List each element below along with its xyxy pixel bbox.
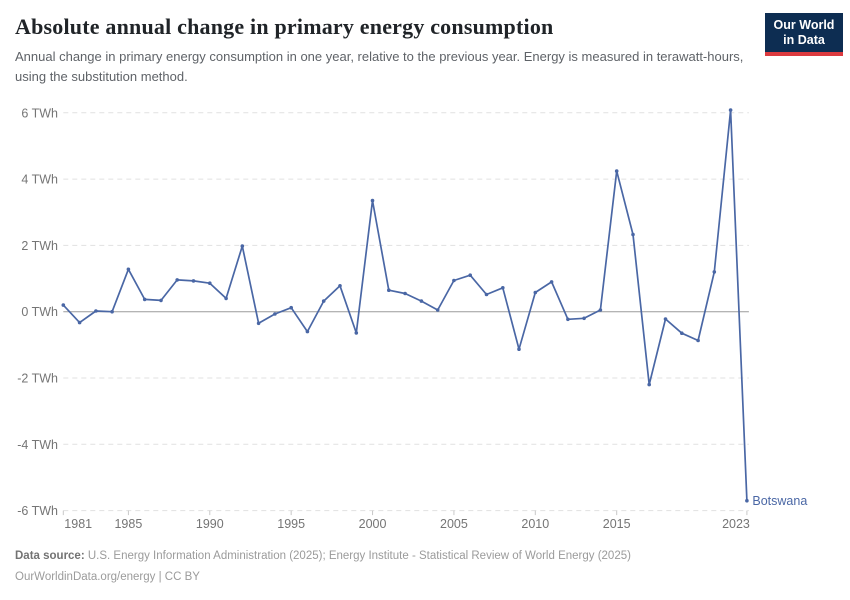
y-axis-label: 2 TWh [21,239,58,253]
data-point-marker[interactable] [240,244,245,248]
data-point-marker[interactable] [435,308,440,312]
owid-logo-line2: in Data [783,33,825,47]
data-point-marker[interactable] [208,281,212,286]
y-axis-label: 4 TWh [21,173,58,187]
data-point-marker[interactable] [403,291,407,296]
data-point-marker[interactable] [647,382,651,387]
data-point-marker[interactable] [745,498,749,503]
data-point-marker[interactable] [501,286,505,290]
data-point-marker[interactable] [549,280,554,284]
data-point-marker[interactable] [77,320,82,325]
data-point-marker[interactable] [696,338,700,343]
data-point-marker[interactable] [712,270,717,274]
data-point-marker[interactable] [191,279,196,283]
data-point-marker[interactable] [517,347,521,352]
data-source-label: Data source: [15,550,85,562]
data-point-marker[interactable] [387,288,391,293]
chart-subtitle: Annual change in primary energy consumpt… [15,49,744,85]
chart-title: Absolute annual change in primary energy… [15,14,554,39]
data-point-marker[interactable] [663,317,668,321]
data-point-marker[interactable] [533,290,538,295]
data-point-marker[interactable] [175,278,179,282]
x-axis-label: 2010 [521,517,549,531]
data-point-marker[interactable] [680,331,684,336]
data-point-marker[interactable] [566,317,570,322]
data-source-text: U.S. Energy Information Administration (… [84,550,631,562]
x-axis-label: 2015 [603,517,631,531]
data-point-marker[interactable] [94,309,98,313]
data-point-marker[interactable] [370,198,375,203]
data-point-marker[interactable] [598,308,603,312]
y-axis-label: 6 TWh [21,106,58,120]
license-line[interactable]: OurWorldinData.org/energy | CC BY [15,570,200,583]
x-axis-label: 2023 [722,517,750,531]
data-point-marker[interactable] [224,296,228,301]
data-point-marker[interactable] [452,278,456,283]
x-axis-label: 1981 [64,517,92,531]
data-point-marker[interactable] [256,321,261,326]
x-axis-label: 2000 [359,517,387,531]
data-point-marker[interactable] [61,303,66,307]
y-axis-label: -2 TWh [17,372,58,386]
data-point-marker[interactable] [728,108,733,112]
data-point-marker[interactable] [273,312,277,316]
data-point-marker[interactable] [419,299,424,303]
data-point-marker[interactable] [468,273,473,278]
y-axis-label: -4 TWh [17,438,58,452]
x-axis-label: 1985 [114,517,142,531]
data-point-marker[interactable] [484,292,489,297]
owid-logo[interactable]: Our World in Data [765,13,843,56]
owid-logo-line1: Our World [773,18,835,32]
data-point-marker[interactable] [126,267,131,272]
data-point-marker[interactable] [142,297,147,302]
data-point-marker[interactable] [582,316,586,321]
y-axis-label: -6 TWh [17,504,58,518]
data-point-marker[interactable] [631,232,635,237]
data-point-marker[interactable] [159,298,163,303]
data-point-marker[interactable] [338,284,342,288]
data-point-marker[interactable] [354,331,359,335]
trend-line[interactable] [62,109,748,502]
data-point-marker[interactable] [305,329,310,334]
chart-header: Absolute annual change in primary energy… [15,14,755,87]
x-axis-label: 1995 [277,517,305,531]
data-point-marker[interactable] [289,305,294,310]
data-point-marker[interactable] [614,169,619,173]
data-point-marker[interactable] [321,299,326,303]
y-axis-label: 0 TWh [21,305,58,319]
chart-footer: Data source: U.S. Energy Information Adm… [15,546,835,587]
series-label-botswana[interactable]: Botswana [752,494,807,508]
data-point-marker[interactable] [110,309,114,314]
x-axis-label: 2005 [440,517,468,531]
data-source-line: Data source: U.S. Energy Information Adm… [15,546,835,567]
x-axis-label: 1990 [196,517,224,531]
